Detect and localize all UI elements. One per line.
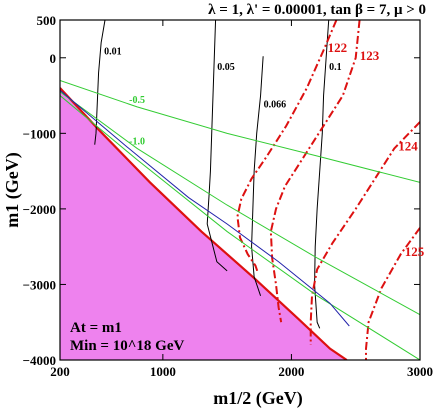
series-label-1-0: -1.0 bbox=[129, 136, 145, 147]
series-line-unlabeled-11 bbox=[60, 89, 350, 327]
contour-lines bbox=[60, 20, 420, 360]
series-label-0-5: -0.5 bbox=[129, 95, 145, 106]
series-label-124: 124 bbox=[398, 138, 418, 153]
series-line-unlabeled-10 bbox=[60, 95, 420, 360]
y-tick-label: −1000 bbox=[23, 126, 56, 141]
y-tick-label: −4000 bbox=[23, 353, 56, 368]
annotation-min: Min = 10^18 GeV bbox=[70, 338, 185, 354]
plot-frame bbox=[59, 19, 421, 361]
series-line-0-01 bbox=[94, 20, 106, 145]
y-tick-label: −3000 bbox=[23, 277, 56, 292]
series-line-1-0 bbox=[60, 91, 420, 316]
y-tick-label: 0 bbox=[50, 51, 57, 66]
series-line-0-5 bbox=[60, 79, 420, 183]
series-label-0-05: 0.05 bbox=[217, 62, 235, 73]
x-tick-label: 2000 bbox=[278, 364, 304, 379]
series-line-0-05 bbox=[206, 20, 228, 272]
series-label-122: 122 bbox=[328, 40, 348, 55]
excluded-region-area bbox=[60, 88, 347, 360]
y-axis-label: m1 (GeV) bbox=[2, 152, 23, 227]
excluded-region bbox=[60, 87, 348, 360]
x-tick-label: 3000 bbox=[407, 364, 433, 379]
series-line-122 bbox=[236, 20, 338, 274]
axis-ticks: 200 1000 2000 3000 500 0 −1000 −2000 −3000 −4000 bbox=[23, 13, 433, 379]
series-line-124 bbox=[309, 121, 420, 345]
series-line-125 bbox=[365, 227, 420, 360]
y-tick-label: 500 bbox=[37, 13, 57, 28]
series-label-125: 125 bbox=[405, 244, 425, 259]
series-label-123: 123 bbox=[360, 48, 380, 63]
x-tick-label: 200 bbox=[50, 364, 70, 379]
chart-title: λ = 1, λ' = 0.00001, tan β = 7, μ > 0 bbox=[208, 2, 426, 18]
series-label-0-1: 0.1 bbox=[329, 62, 342, 73]
line-labels: 0.01 0.05 0.066 0.1 122 123 124 125 -0.5 -1.0 bbox=[104, 40, 425, 259]
series-label-0-066: 0.066 bbox=[264, 100, 287, 111]
x-axis-label: m1/2 (GeV) bbox=[213, 388, 302, 409]
series-line-123 bbox=[269, 20, 361, 323]
x-tick-label: 1000 bbox=[150, 364, 176, 379]
annotation-at: At = m1 bbox=[70, 320, 122, 336]
series-label-0-01: 0.01 bbox=[104, 47, 122, 58]
series-line-0-066 bbox=[251, 56, 264, 296]
excluded-boundary-line bbox=[60, 87, 348, 360]
y-tick-label: −2000 bbox=[23, 202, 56, 217]
series-line-0-1 bbox=[314, 20, 330, 329]
